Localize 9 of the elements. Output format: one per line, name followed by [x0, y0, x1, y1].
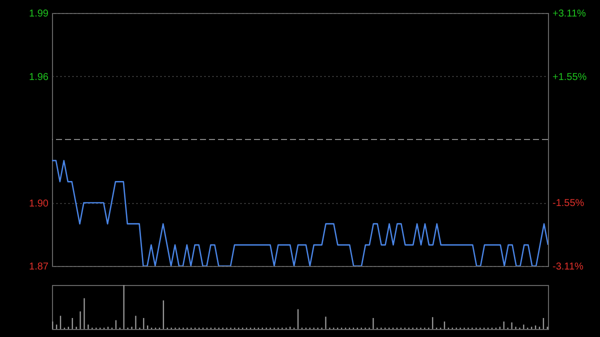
- y-tick-label: 1.99: [29, 8, 49, 20]
- y-tick-label: 1.96: [29, 72, 49, 83]
- y2-tick-label: +3.11%: [552, 8, 586, 20]
- line-series: [52, 160, 548, 266]
- y-tick-label: 1.87: [29, 262, 49, 272]
- y-tick-label: 1.90: [29, 198, 49, 210]
- y2-tick-label: +1.55%: [552, 72, 587, 83]
- y2-tick-label: -3.11%: [552, 262, 584, 272]
- y2-tick-label: -1.55%: [552, 198, 584, 210]
